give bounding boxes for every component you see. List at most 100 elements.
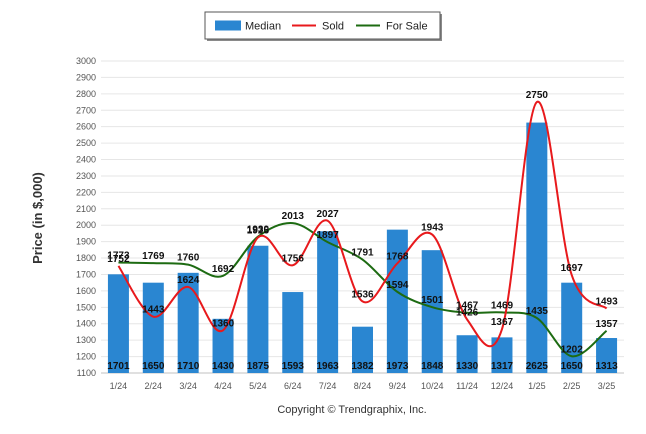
x-tick-label: 2/25: [563, 381, 581, 391]
for-sale-value-label: 1773: [107, 250, 130, 261]
for-sale-value-label: 1791: [351, 248, 374, 259]
median-value-label: 1963: [317, 361, 340, 372]
for-sale-value-label: 1202: [561, 344, 584, 355]
y-tick-label: 1100: [77, 368, 96, 378]
median-bar: [491, 337, 513, 373]
sold-value-label: 1752: [107, 254, 130, 265]
for-sale-value-label: 1930: [247, 225, 270, 236]
median-bar: [107, 274, 129, 373]
median-bar: [247, 245, 269, 373]
sold-value-label: 1367: [491, 317, 514, 328]
median-bar: [386, 229, 408, 373]
median-bar: [282, 292, 304, 373]
sold-value-label: 1697: [561, 263, 584, 274]
median-bar: [421, 250, 443, 373]
y-tick-label: 1200: [76, 352, 96, 362]
median-value-label: 1317: [491, 361, 514, 372]
median-value-label: 1848: [421, 361, 444, 372]
x-tick-label: 12/24: [491, 381, 514, 391]
legend: Median Sold For Sale: [204, 11, 442, 41]
y-tick-label: 2400: [76, 155, 96, 165]
median-legend-swatch: [215, 20, 241, 31]
axes: 1100 1200 1300 1400 1500 1600 1700 1800 1900 2000…: [76, 56, 624, 391]
x-tick-label: 1/25: [528, 381, 546, 391]
sold-value-label: 1360: [212, 318, 235, 329]
y-tick-label: 1300: [76, 335, 96, 345]
x-tick-label: 8/24: [354, 381, 372, 391]
y-tick-label: 2500: [76, 138, 96, 148]
median-value-label: 1313: [595, 361, 618, 372]
for-sale-value-label: 1501: [421, 295, 444, 306]
for-sale-value-label: 1469: [491, 300, 514, 311]
for-sale-value-label: 1467: [456, 301, 479, 312]
median-value-label: 1430: [212, 361, 235, 372]
sold-value-label: 1624: [177, 275, 200, 286]
median-bar: [352, 326, 373, 373]
for-sale-value-label: 1357: [595, 319, 618, 330]
y-axis-title: Price (in $,000): [30, 172, 45, 264]
sold-value-label: 2027: [317, 209, 340, 220]
sold-value-label: 2750: [526, 90, 549, 101]
median-bar: [212, 318, 234, 373]
y-tick-label: 2900: [76, 72, 96, 82]
x-tick-label: 6/24: [284, 381, 302, 391]
y-tick-label: 2300: [76, 171, 96, 181]
sold-value-label: 1536: [351, 289, 374, 300]
for-sale-legend-label: For Sale: [386, 21, 428, 33]
y-tick-label: 1900: [76, 237, 96, 247]
x-tick-label: 10/24: [421, 381, 444, 391]
median-bar: [526, 122, 548, 373]
for-sale-value-label: 1594: [386, 280, 409, 291]
median-value-label: 1973: [386, 361, 409, 372]
data-labels: 1701 1650 1710 1430 1875 1593 1963 1382 1973 1848…: [107, 90, 618, 372]
median-bars: [107, 122, 618, 373]
median-bar: [142, 282, 164, 373]
legend-box: [204, 11, 441, 40]
for-sale-value-label: 1897: [317, 230, 340, 241]
x-tick-label: 1/24: [110, 381, 128, 391]
median-bar: [561, 282, 583, 373]
median-value-label: 1593: [282, 361, 305, 372]
median-value-label: 1710: [177, 361, 200, 372]
x-tick-label: 11/24: [456, 381, 478, 391]
y-tick-label: 1700: [76, 269, 96, 279]
median-bar: [456, 335, 478, 373]
for-sale-line: [118, 222, 608, 358]
for-sale-value-label: 2013: [282, 211, 305, 222]
sold-value-label: 1426: [456, 307, 479, 318]
sold-line: [117, 101, 608, 348]
y-tick-label: 3000: [76, 56, 96, 66]
median-bar: [317, 231, 339, 373]
sold-value-label: 1756: [282, 253, 305, 264]
x-tick-label: 2/24: [145, 381, 163, 391]
median-value-label: 1382: [351, 361, 374, 372]
for-sale-value-label: 1692: [212, 264, 235, 275]
median-bar: [177, 272, 199, 373]
median-value-label: 1650: [561, 361, 584, 372]
y-tick-label: 2200: [76, 187, 96, 197]
y-tick-label: 1500: [76, 302, 96, 312]
y-tick-label: 1600: [76, 286, 96, 296]
sold-value-label: 1925: [247, 226, 270, 237]
y-tick-label: 2000: [76, 220, 96, 230]
sold-value-label: 1943: [421, 223, 444, 234]
sold-legend-label: Sold: [322, 21, 344, 33]
sold-value-label: 1443: [142, 305, 165, 316]
x-tick-label: 5/24: [249, 381, 267, 391]
y-tick-label: 2600: [76, 122, 96, 132]
sold-value-label: 1768: [386, 251, 409, 262]
for-sale-value-label: 1760: [177, 253, 200, 264]
x-tick-label: 9/24: [389, 381, 407, 391]
median-value-label: 1701: [107, 361, 130, 372]
y-tick-label: 2700: [76, 105, 96, 115]
median-legend-label: Median: [245, 21, 281, 33]
x-tick-label: 4/24: [214, 381, 232, 391]
median-value-label: 1650: [142, 361, 165, 372]
y-tick-label: 1400: [76, 319, 96, 329]
sold-value-label: 1493: [595, 296, 618, 307]
median-value-label: 2625: [526, 361, 549, 372]
for-sale-value-label: 1769: [142, 251, 165, 262]
x-tick-label: 7/24: [319, 381, 337, 391]
median-value-label: 1330: [456, 361, 479, 372]
